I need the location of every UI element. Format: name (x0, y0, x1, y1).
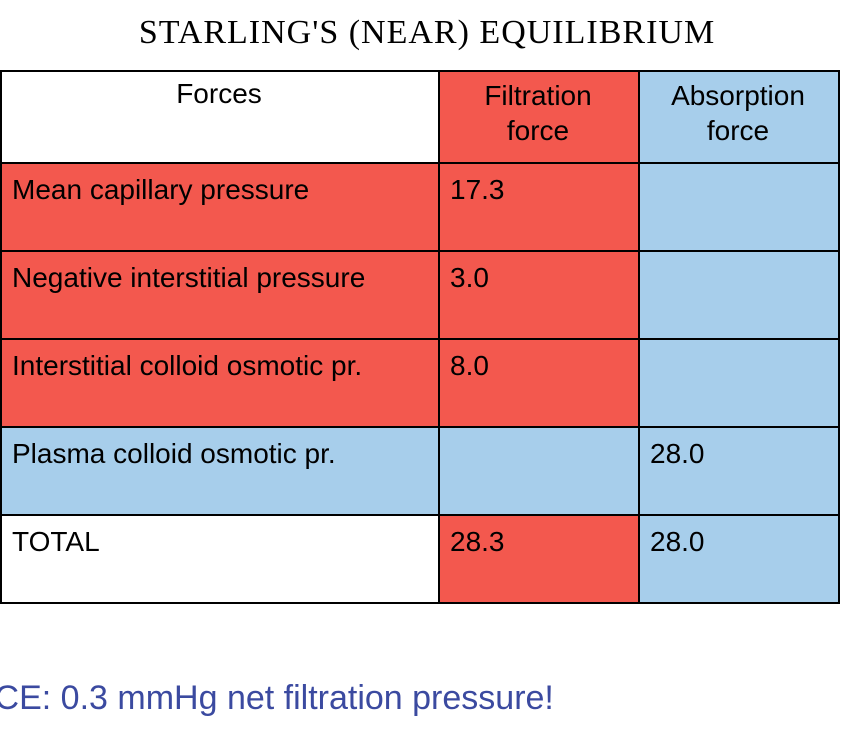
table-row: Plasma colloid osmotic pr. 28.0 (1, 427, 839, 515)
table-row: TOTAL28.328.0 (1, 515, 839, 603)
col-header-absorption: Absorption force (639, 71, 839, 163)
row-filtration-value (439, 427, 639, 515)
row-filtration-value: 3.0 (439, 251, 639, 339)
row-absorption-value: 28.0 (639, 427, 839, 515)
row-absorption-value (639, 251, 839, 339)
row-filtration-value: 17.3 (439, 163, 639, 251)
row-filtration-value: 28.3 (439, 515, 639, 603)
table-row: Negative interstitial pressure 3.0 (1, 251, 839, 339)
table-body: Mean capillary pressure17.3Negative inte… (1, 163, 839, 603)
row-absorption-value: 28.0 (639, 515, 839, 603)
page-title: STARLING'S (NEAR) EQUILIBRIUM (0, 14, 854, 52)
row-filtration-value: 8.0 (439, 339, 639, 427)
starling-table: Forces Filtration force Absorption force… (0, 70, 840, 604)
row-label: Plasma colloid osmotic pr. (1, 427, 439, 515)
table-row: Mean capillary pressure17.3 (1, 163, 839, 251)
footer-text: NCE: 0.3 mmHg net filtration pressure! (0, 679, 554, 718)
row-absorption-value (639, 339, 839, 427)
table-row: Interstitial colloid osmotic pr. 8.0 (1, 339, 839, 427)
col-header-forces: Forces (1, 71, 439, 163)
table-header-row: Forces Filtration force Absorption force (1, 71, 839, 163)
row-label: Interstitial colloid osmotic pr. (1, 339, 439, 427)
row-label: Negative interstitial pressure (1, 251, 439, 339)
col-header-filtration: Filtration force (439, 71, 639, 163)
row-absorption-value (639, 163, 839, 251)
row-label: TOTAL (1, 515, 439, 603)
row-label: Mean capillary pressure (1, 163, 439, 251)
